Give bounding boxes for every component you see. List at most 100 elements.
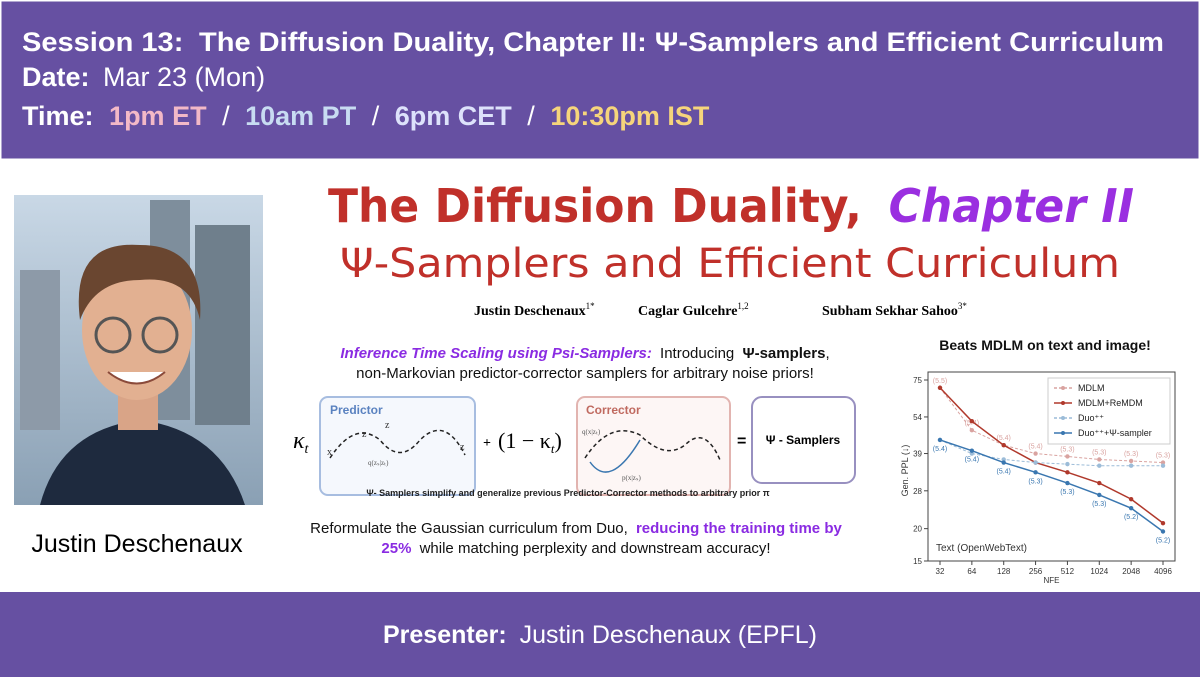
point-label: (5.4) [965, 420, 979, 427]
point-label: (5.3) [1060, 489, 1074, 496]
point-label: (5.2) [1156, 537, 1170, 544]
x-tick-label: 512 [1061, 567, 1075, 576]
series-line [939, 439, 1164, 533]
kappa-sub: t [305, 442, 310, 457]
slide-title: The Diffusion Duality, Chapter II [328, 179, 1134, 233]
series-point [1065, 470, 1070, 475]
time-label: Time: [22, 101, 94, 131]
time-pt: 10am PT [245, 101, 357, 131]
time-cet: 6pm CET [395, 101, 513, 131]
presenter-photo [14, 195, 263, 505]
y-tick-label: 39 [913, 450, 922, 459]
series-point [1160, 520, 1166, 526]
series-point [1097, 463, 1102, 468]
point-label: (5.3) [1092, 449, 1106, 456]
legend-marker [1061, 416, 1065, 420]
legend-marker [1061, 386, 1065, 390]
point-label: (5.3) [1060, 446, 1074, 453]
series-point [1033, 470, 1038, 475]
series-point [1033, 460, 1038, 465]
legend-label: MDLM+ReMDM [1078, 398, 1143, 408]
time-et: 1pm ET [109, 101, 207, 131]
equals: = [737, 433, 746, 450]
header-band [0, 0, 1200, 160]
session-label: Session 13: [22, 27, 183, 57]
point-label: (5.3) [1124, 451, 1138, 458]
series-point [1128, 505, 1134, 511]
series-point [1128, 496, 1134, 502]
x-tick-label: 256 [1029, 567, 1043, 576]
chart-heading: Beats MDLM on text and image! [939, 337, 1151, 353]
plot-frame [927, 371, 1176, 562]
curriculum-highlight: 25% [381, 540, 411, 557]
x-tick-label: 128 [997, 567, 1011, 576]
series-point [1128, 463, 1134, 468]
date-line: Date: Mar 23 (Mon) [22, 62, 265, 92]
intro-text: Introducing [660, 345, 734, 362]
kappa-symbol: κ [293, 428, 305, 454]
series-point [1065, 480, 1070, 486]
point-label: (5.3) [1156, 453, 1170, 460]
z1-label: z [460, 442, 465, 453]
session-title: The Diffusion Duality, Chapter II: Ψ-Sam… [199, 27, 1164, 57]
session-line: Session 13: The Diffusion Duality, Chapt… [22, 27, 1164, 57]
diagram-caption: Ψ- Samplers simplify and generalize prev… [366, 488, 769, 498]
series-line [939, 387, 1164, 464]
author-name: Caglar Gulcehre [638, 304, 737, 319]
predictor-box [319, 396, 476, 496]
chart-annotation: Text (OpenWebText) [936, 543, 1027, 554]
q-pred: q(zₛ|zₜ) [368, 459, 389, 467]
x-label: x [327, 447, 332, 458]
separator: / [372, 101, 380, 131]
author-affil: 1* [586, 301, 596, 311]
point-label: (5.4) [997, 435, 1011, 442]
diffusion-path [329, 429, 466, 459]
result-box [751, 396, 856, 484]
curriculum-highlight: reducing the training time by [636, 520, 843, 537]
series-point [1097, 492, 1102, 498]
curriculum-text: Reformulate the Gaussian curriculum from… [310, 520, 628, 537]
series-point [1001, 443, 1006, 448]
legend-label: MDLM [1078, 383, 1105, 393]
series-point [1160, 460, 1166, 465]
y-tick-label: 75 [913, 376, 922, 385]
title-main: The Diffusion Duality, [328, 179, 862, 233]
intro-line-2: non-Markovian predictor-corrector sample… [356, 365, 814, 382]
x-tick-label: 32 [936, 567, 945, 576]
q-corr: q(x|zₜ) [582, 428, 601, 436]
author-affil: 3* [958, 301, 968, 311]
slide-subtitle: Ψ-Samplers and Efficient Curriculum [340, 241, 1120, 287]
series-point [1097, 457, 1102, 462]
date-label: Date: [22, 62, 90, 92]
title-highlight: Chapter II [889, 179, 1134, 233]
corrector-arrow [589, 439, 641, 473]
author-name: Justin Deschenaux [474, 304, 586, 319]
series-point [1033, 451, 1038, 456]
separator: / [222, 101, 230, 131]
series-point [1001, 460, 1006, 465]
photo-caption: Justin Deschenaux [31, 530, 243, 558]
zs-label: z [362, 429, 367, 440]
x-axis-label: NFE [1044, 576, 1060, 585]
y-tick-label: 28 [913, 487, 922, 496]
series-point [1097, 480, 1102, 486]
separator: / [527, 101, 535, 131]
time-ist: 10:30pm IST [550, 101, 710, 131]
zt-label: z [385, 420, 390, 431]
time-line: Time: 1pm ET / 10am PT / 6pm CET / 10:30… [22, 101, 710, 131]
x-tick-label: 64 [967, 567, 976, 576]
point-label: (5.5) [933, 378, 947, 385]
footer-label: Presenter: [383, 621, 507, 649]
series-point [1001, 457, 1006, 462]
y-axis-label: Gen. PPL (↓) [900, 445, 910, 497]
series-point [1160, 463, 1166, 468]
x-tick-label: 1024 [1090, 567, 1108, 576]
one-minus-kappa: (1 − κt) [498, 428, 562, 456]
author-affil: 1,2 [737, 301, 748, 311]
kappa: κt [293, 428, 310, 457]
date: Mar 23 (Mon) [103, 62, 265, 92]
y-tick-label: 15 [913, 557, 922, 566]
point-label: (5.3) [1092, 501, 1106, 508]
corrector-box [576, 396, 731, 496]
